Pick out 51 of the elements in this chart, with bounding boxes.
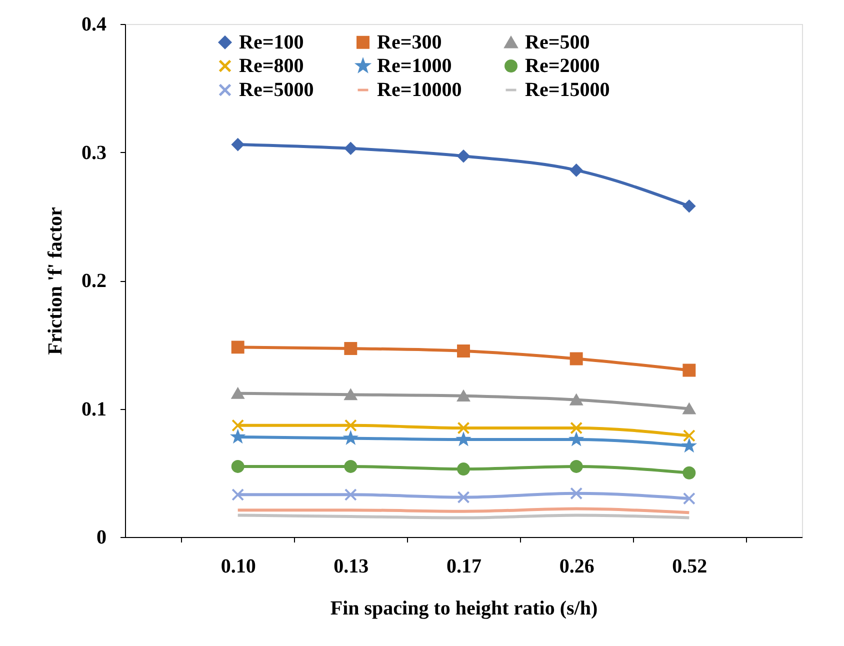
x-tick-label: 0.52: [672, 556, 708, 578]
point: [344, 342, 358, 355]
point: [344, 142, 357, 155]
point: [682, 429, 696, 442]
x-axis-title: Fin spacing to height ratio (s/h): [330, 598, 598, 620]
point: [682, 466, 696, 480]
point: [344, 419, 357, 432]
point: [457, 491, 470, 504]
x-tick-label: 0.13: [334, 556, 369, 578]
point: [457, 390, 470, 402]
point: [570, 164, 583, 176]
y-tick-label: 0.3: [82, 142, 106, 164]
point: [232, 388, 244, 399]
x-tick-label: 0.17: [446, 556, 482, 578]
point: [344, 460, 358, 473]
point: [457, 462, 470, 476]
legend-label: Re=1000: [377, 55, 452, 77]
point: [570, 352, 583, 366]
point: [231, 340, 244, 354]
legend-label: Re=500: [525, 32, 590, 54]
y-tick-label: 0.2: [82, 270, 106, 292]
x-tick-label: 0.26: [559, 556, 594, 578]
point: [232, 488, 244, 501]
legend-label: Re=5000: [239, 79, 314, 101]
point: [570, 460, 583, 473]
point: [231, 460, 244, 473]
y-tick-label: 0.1: [82, 398, 106, 420]
point: [232, 419, 244, 432]
legend-label: Re=800: [239, 55, 304, 77]
y-tick-label: 0.4: [82, 14, 106, 36]
point: [344, 488, 357, 501]
point: [682, 492, 696, 505]
legend-label: Re=15000: [525, 79, 610, 101]
legend-label: Re=300: [377, 31, 442, 54]
legend-label: Re=100: [239, 31, 304, 54]
point: [570, 487, 583, 500]
point: [232, 138, 244, 151]
point: [457, 150, 470, 162]
point: [682, 200, 696, 212]
point: [457, 344, 470, 358]
point: [457, 422, 470, 434]
point: [682, 403, 696, 414]
point: [570, 394, 583, 406]
point: [682, 364, 696, 377]
legend-label: Re=10000: [377, 79, 462, 101]
x-tick-label: 0.10: [220, 556, 256, 578]
point: [570, 422, 583, 434]
y-tick-label: 0: [96, 526, 106, 548]
y-axis-title: Friction 'f' factor: [44, 207, 66, 355]
point: [344, 389, 357, 400]
legend-label: Re=2000: [525, 55, 600, 77]
